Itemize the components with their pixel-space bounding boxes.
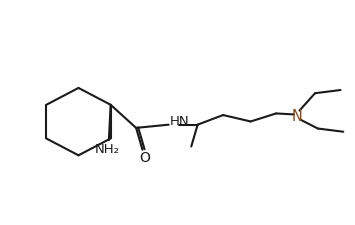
Text: O: O [139, 150, 150, 164]
Text: N: N [291, 108, 302, 123]
Text: HN: HN [170, 115, 190, 127]
Text: NH₂: NH₂ [94, 142, 119, 155]
